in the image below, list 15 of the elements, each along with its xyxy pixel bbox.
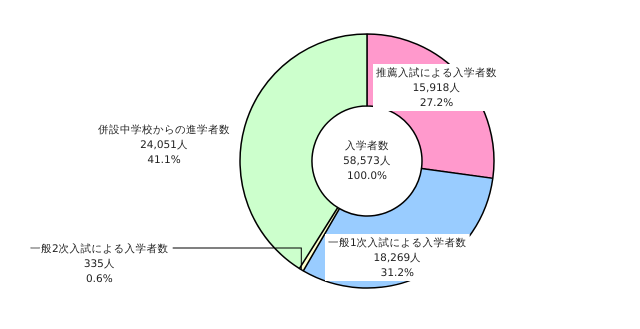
text: 58,573人 bbox=[343, 155, 391, 167]
slice-label: 一般1次入試による入学者数 bbox=[328, 236, 467, 249]
slice-label: 併設中学校からの進学者数 bbox=[98, 123, 230, 136]
text: 41.1% bbox=[147, 154, 181, 166]
slice-label: 推薦入試による入学者数 bbox=[376, 66, 497, 79]
text: 100.0% bbox=[346, 170, 388, 182]
text: 27.2% bbox=[420, 97, 454, 109]
slice-label: 一般2次入試による入学者数 bbox=[30, 242, 169, 255]
data-label: 24,051人 bbox=[140, 139, 188, 151]
text: 31.2% bbox=[380, 267, 414, 279]
data-label: 335人 bbox=[84, 258, 115, 270]
data-label: 15,918人 bbox=[412, 82, 460, 94]
data-label: 18,269人 bbox=[373, 252, 422, 264]
text: 0.6% bbox=[86, 273, 113, 285]
text: 入学者数 bbox=[345, 139, 389, 152]
